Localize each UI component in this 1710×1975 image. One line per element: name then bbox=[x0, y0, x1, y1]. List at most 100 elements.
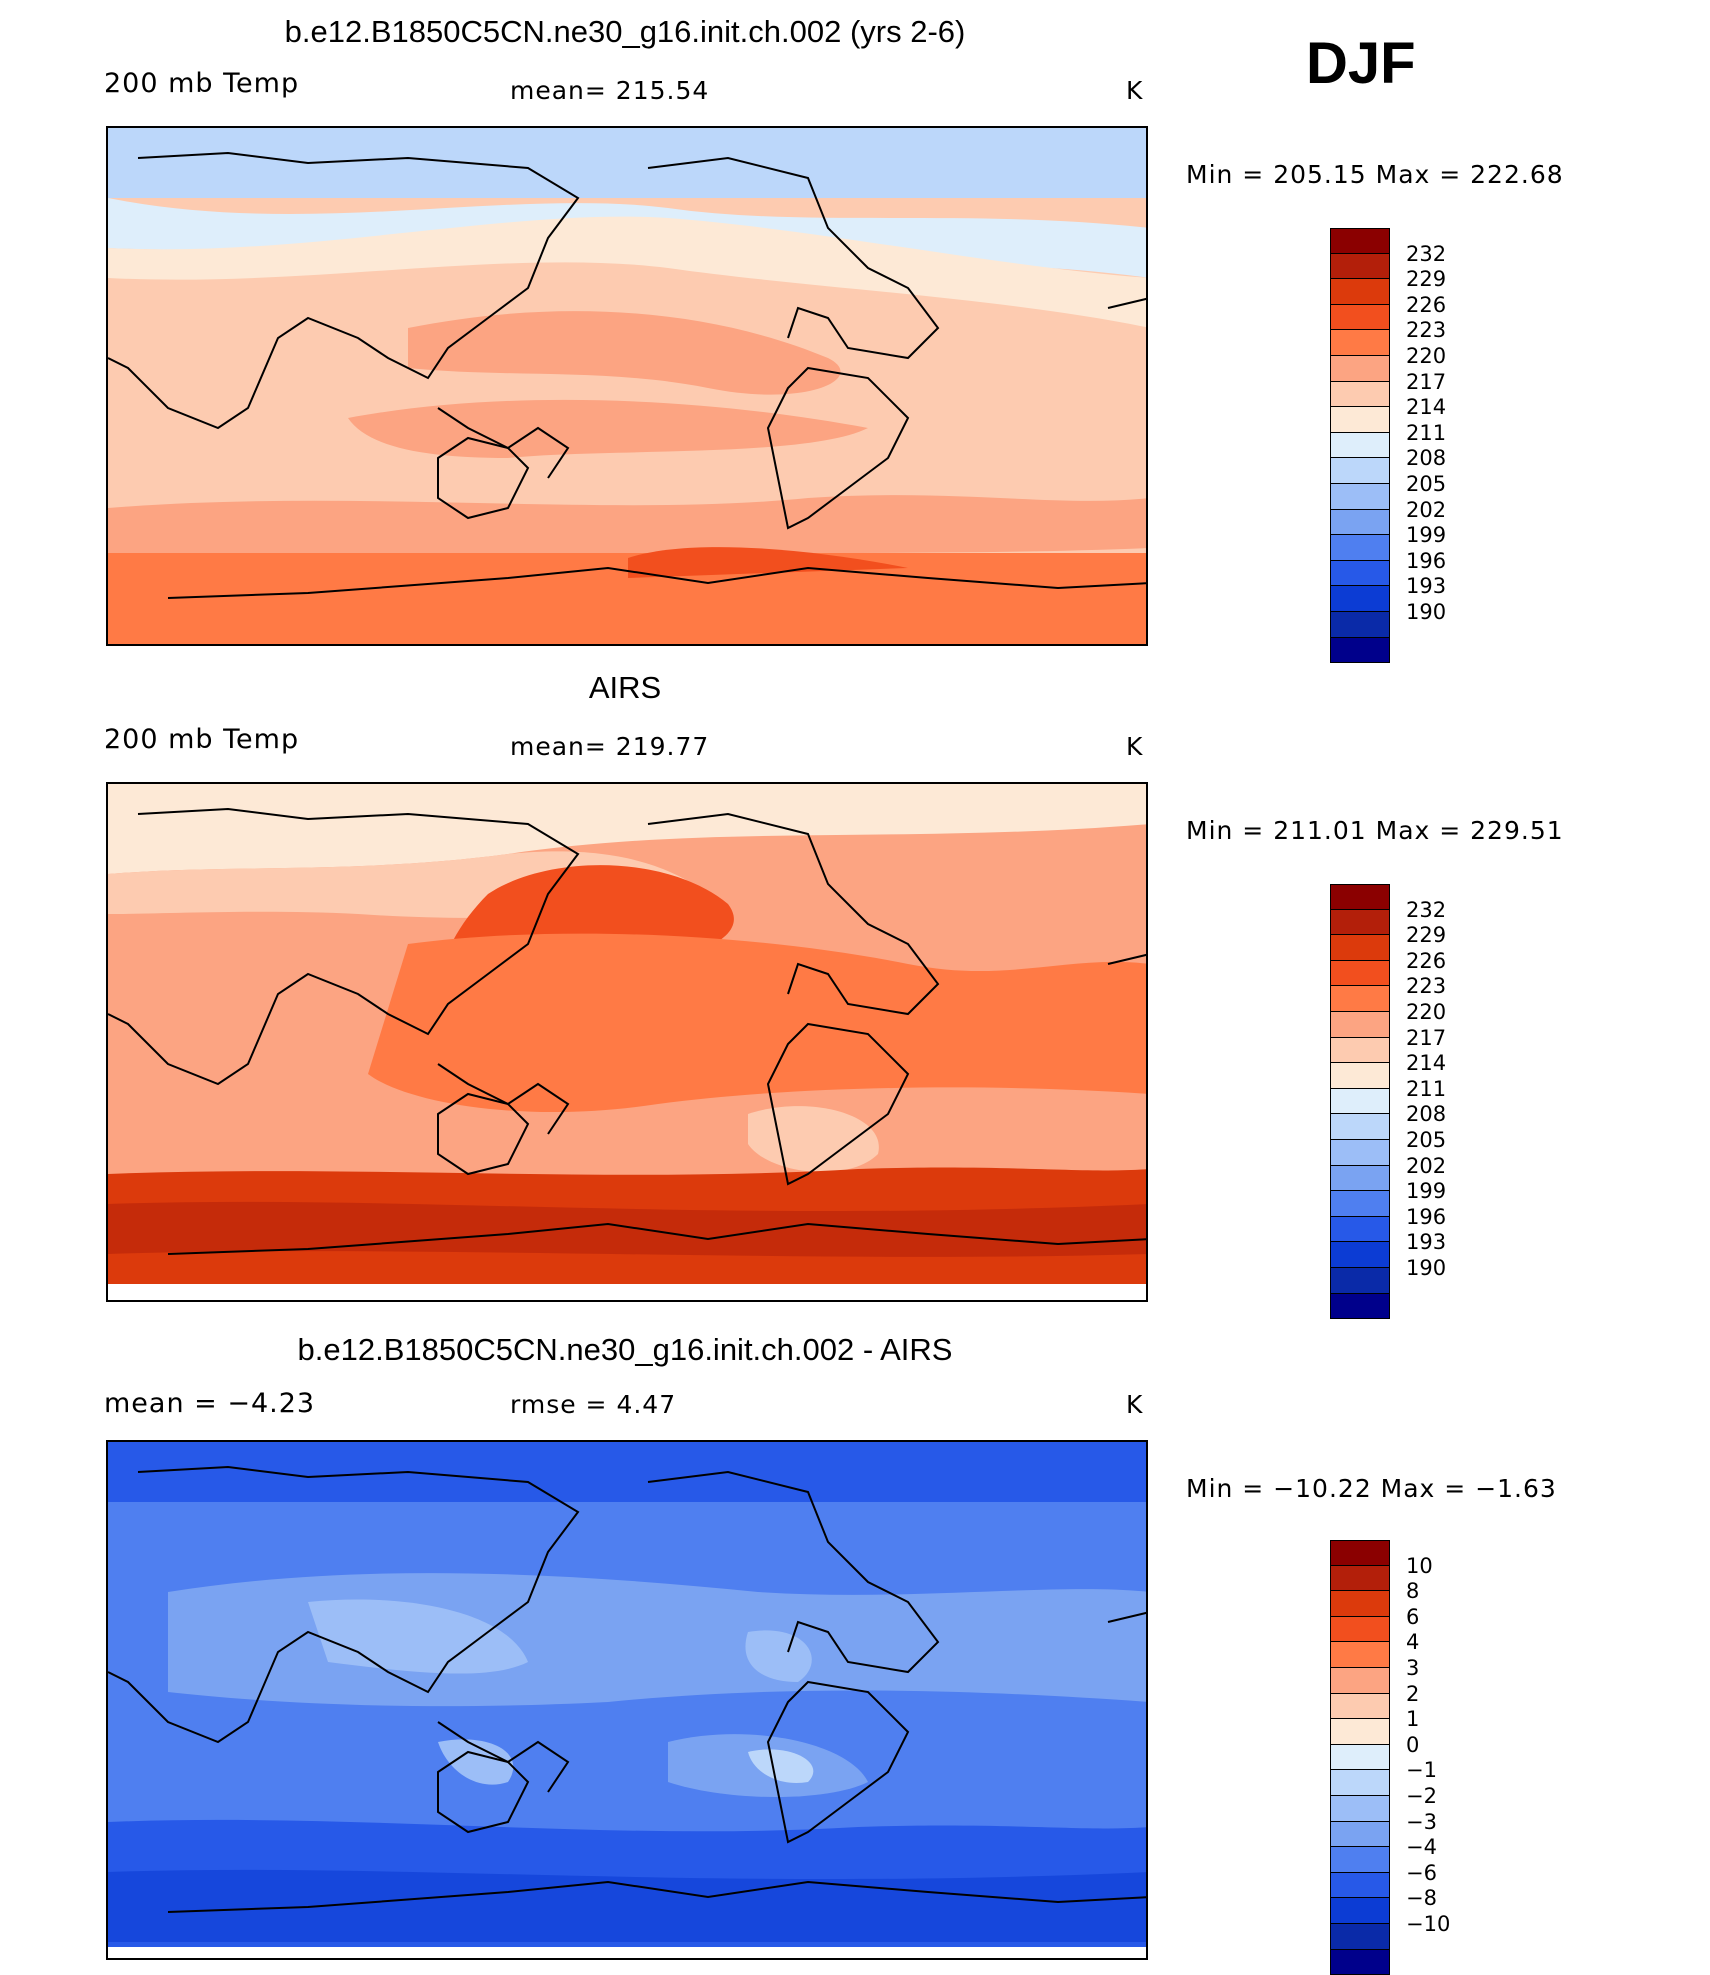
panel1-title: b.e12.B1850C5CN.ne30_g16.init.ch.002 (yr… bbox=[0, 14, 1250, 50]
panel1-map bbox=[106, 126, 1148, 646]
colorbar-swatch bbox=[1330, 305, 1390, 331]
colorbar-tick-label: 6 bbox=[1406, 1605, 1419, 1629]
colorbar-tick-label: 8 bbox=[1406, 1579, 1419, 1603]
colorbar-swatch bbox=[1330, 1822, 1390, 1848]
colorbar-swatch bbox=[1330, 228, 1390, 254]
colorbar-swatch bbox=[1330, 1694, 1390, 1720]
colorbar-swatch bbox=[1330, 535, 1390, 561]
colorbar-swatch bbox=[1330, 1591, 1390, 1617]
colorbar-tick-label: 4 bbox=[1406, 1630, 1419, 1654]
colorbar-swatch bbox=[1330, 986, 1390, 1012]
panel2-minmax: Min = 211.01 Max = 229.51 bbox=[1186, 816, 1564, 845]
colorbar-tick-label: 211 bbox=[1406, 1077, 1446, 1101]
colorbar-tick-label: 208 bbox=[1406, 446, 1446, 470]
colorbar-tick-label: 211 bbox=[1406, 421, 1446, 445]
colorbar-tick-label: −3 bbox=[1406, 1810, 1437, 1834]
colorbar-tick-label: 202 bbox=[1406, 498, 1446, 522]
colorbar-swatch bbox=[1330, 1668, 1390, 1694]
panel2-left-label: 200 mb Temp bbox=[104, 724, 299, 755]
colorbar-swatch bbox=[1330, 1540, 1390, 1566]
colorbar-swatch bbox=[1330, 484, 1390, 510]
colorbar-tick-label: 208 bbox=[1406, 1102, 1446, 1126]
colorbar-swatch bbox=[1330, 356, 1390, 382]
colorbar-swatch bbox=[1330, 1617, 1390, 1643]
colorbar-swatch bbox=[1330, 1268, 1390, 1294]
colorbar-swatch bbox=[1330, 1719, 1390, 1745]
panel1-minmax: Min = 205.15 Max = 222.68 bbox=[1186, 160, 1564, 189]
colorbar-tick-label: −6 bbox=[1406, 1861, 1437, 1885]
colorbar-swatch bbox=[1330, 1566, 1390, 1592]
colorbar-swatch bbox=[1330, 510, 1390, 536]
colorbar-tick-label: 226 bbox=[1406, 949, 1446, 973]
panel3-map bbox=[106, 1440, 1148, 1960]
colorbar-tick-label: 10 bbox=[1406, 1554, 1433, 1578]
panel1-units: K bbox=[1126, 76, 1143, 105]
colorbar-tick-label: 214 bbox=[1406, 1051, 1446, 1075]
colorbar-tick-label: 223 bbox=[1406, 974, 1446, 998]
colorbar-tick-label: 193 bbox=[1406, 1230, 1446, 1254]
colorbar-tick-label: 232 bbox=[1406, 242, 1446, 266]
panel3-colorbar bbox=[1330, 1540, 1390, 1975]
colorbar-swatch bbox=[1330, 1642, 1390, 1668]
colorbar-swatch bbox=[1330, 935, 1390, 961]
colorbar-tick-label: −1 bbox=[1406, 1758, 1437, 1782]
panel3-mean: mean = −4.23 bbox=[104, 1388, 315, 1419]
colorbar-swatch bbox=[1330, 1038, 1390, 1064]
colorbar-tick-label: 0 bbox=[1406, 1733, 1419, 1757]
colorbar-swatch bbox=[1330, 1089, 1390, 1115]
panel1-colorbar bbox=[1330, 228, 1390, 663]
colorbar-swatch bbox=[1330, 1294, 1390, 1320]
colorbar-swatch bbox=[1330, 279, 1390, 305]
panel3-rmse: rmse = 4.47 bbox=[510, 1390, 676, 1419]
colorbar-swatch bbox=[1330, 1924, 1390, 1950]
colorbar-swatch bbox=[1330, 612, 1390, 638]
colorbar-tick-label: 226 bbox=[1406, 293, 1446, 317]
colorbar-swatch bbox=[1330, 1242, 1390, 1268]
colorbar-tick-label: 232 bbox=[1406, 898, 1446, 922]
colorbar-tick-label: −8 bbox=[1406, 1886, 1437, 1910]
colorbar-swatch bbox=[1330, 638, 1390, 664]
colorbar-tick-label: 220 bbox=[1406, 1000, 1446, 1024]
colorbar-tick-label: 1 bbox=[1406, 1707, 1419, 1731]
colorbar-tick-label: 190 bbox=[1406, 1256, 1446, 1280]
colorbar-swatch bbox=[1330, 1012, 1390, 1038]
colorbar-swatch bbox=[1330, 1950, 1390, 1975]
panel2-colorbar bbox=[1330, 884, 1390, 1319]
panel2-mean: mean= 219.77 bbox=[510, 732, 709, 761]
colorbar-tick-label: 196 bbox=[1406, 1205, 1446, 1229]
colorbar-tick-label: 199 bbox=[1406, 523, 1446, 547]
colorbar-tick-label: 199 bbox=[1406, 1179, 1446, 1203]
colorbar-swatch bbox=[1330, 1873, 1390, 1899]
colorbar-tick-label: 2 bbox=[1406, 1682, 1419, 1706]
colorbar-swatch bbox=[1330, 1898, 1390, 1924]
colorbar-swatch bbox=[1330, 910, 1390, 936]
panel2-title: AIRS bbox=[0, 670, 1250, 706]
colorbar-swatch bbox=[1330, 961, 1390, 987]
colorbar-swatch bbox=[1330, 1217, 1390, 1243]
colorbar-swatch bbox=[1330, 1745, 1390, 1771]
colorbar-tick-label: 223 bbox=[1406, 318, 1446, 342]
colorbar-tick-label: −4 bbox=[1406, 1835, 1437, 1859]
colorbar-swatch bbox=[1330, 407, 1390, 433]
panel1-left-label: 200 mb Temp bbox=[104, 68, 299, 99]
colorbar-swatch bbox=[1330, 1114, 1390, 1140]
panel2-map bbox=[106, 782, 1148, 1302]
colorbar-tick-label: 196 bbox=[1406, 549, 1446, 573]
colorbar-swatch bbox=[1330, 1063, 1390, 1089]
colorbar-tick-label: 217 bbox=[1406, 370, 1446, 394]
colorbar-swatch bbox=[1330, 458, 1390, 484]
colorbar-swatch bbox=[1330, 1140, 1390, 1166]
colorbar-tick-label: 220 bbox=[1406, 344, 1446, 368]
colorbar-swatch bbox=[1330, 1770, 1390, 1796]
colorbar-tick-label: 193 bbox=[1406, 574, 1446, 598]
colorbar-tick-label: 205 bbox=[1406, 472, 1446, 496]
colorbar-tick-label: 229 bbox=[1406, 267, 1446, 291]
colorbar-swatch bbox=[1330, 1847, 1390, 1873]
colorbar-tick-label: 205 bbox=[1406, 1128, 1446, 1152]
colorbar-swatch bbox=[1330, 330, 1390, 356]
colorbar-tick-label: −10 bbox=[1406, 1912, 1450, 1936]
panel3-units: K bbox=[1126, 1390, 1143, 1419]
colorbar-swatch bbox=[1330, 586, 1390, 612]
colorbar-tick-label: 190 bbox=[1406, 600, 1446, 624]
colorbar-tick-label: −2 bbox=[1406, 1784, 1437, 1808]
